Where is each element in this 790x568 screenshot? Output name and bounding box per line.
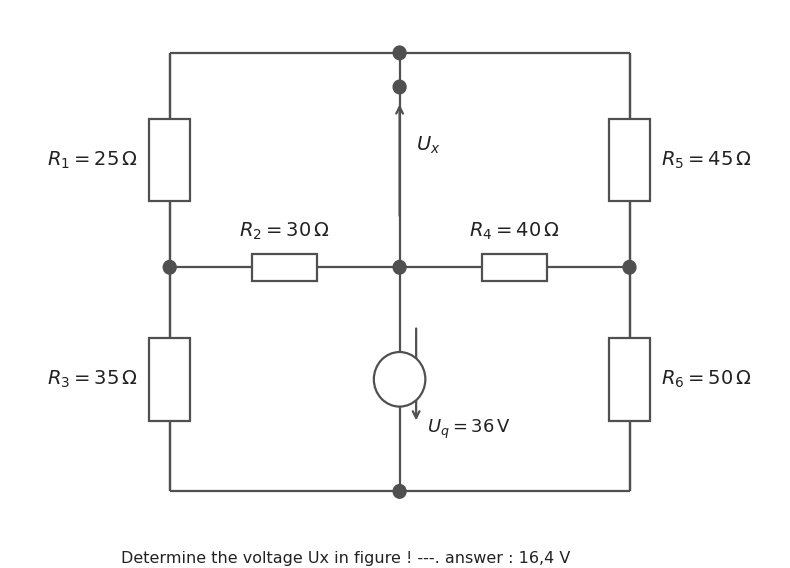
Text: $R_3 = 35\,\Omega$: $R_3 = 35\,\Omega$ [47,369,138,390]
Text: $R_5 = 45\,\Omega$: $R_5 = 45\,\Omega$ [661,149,752,171]
Bar [609,119,650,202]
Text: $R_1 = 25\,\Omega$: $R_1 = 25\,\Omega$ [47,149,138,171]
Bar [609,338,650,421]
Circle shape [164,261,176,274]
Circle shape [393,46,406,60]
Circle shape [393,485,406,498]
Text: $R_6 = 50\,\Omega$: $R_6 = 50\,\Omega$ [661,369,752,390]
Circle shape [623,261,636,274]
Bar [253,254,317,281]
Circle shape [393,261,406,274]
Text: Determine the voltage Ux in figure ! ---. answer : 16,4 V: Determine the voltage Ux in figure ! ---… [122,551,571,566]
Text: $R_4 = 40\,\Omega$: $R_4 = 40\,\Omega$ [469,220,560,242]
Bar [149,338,190,421]
Circle shape [393,80,406,94]
Circle shape [374,352,425,407]
Text: $U_x$: $U_x$ [416,135,441,156]
Text: $R_2 = 30\,\Omega$: $R_2 = 30\,\Omega$ [239,220,330,242]
Bar [149,119,190,202]
Text: $U_q = 36\,\mathrm{V}$: $U_q = 36\,\mathrm{V}$ [427,418,511,441]
Bar [483,254,547,281]
